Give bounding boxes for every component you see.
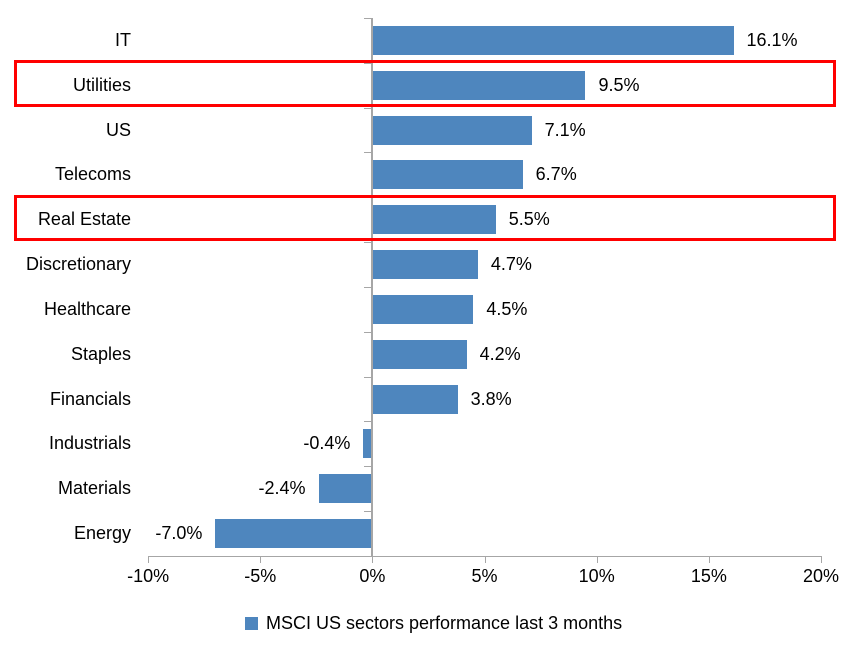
category-tick [364,466,371,468]
x-axis-line [148,556,821,557]
category-label: Healthcare [43,298,131,319]
category-label: Telecoms [54,164,131,185]
x-axis-tick-label: 15% [690,566,727,586]
value-label: 7.1% [544,119,586,140]
legend-swatch-icon [245,617,258,630]
bar [372,294,474,324]
bar [372,160,523,190]
x-axis-tick-label: -10% [127,566,170,586]
category-tick [364,331,371,333]
category-tick [364,242,371,244]
x-axis-tick [260,556,262,563]
x-axis-tick [821,556,822,563]
bar [363,429,373,459]
bar [372,339,467,369]
highlight-box [14,194,836,242]
value-label: -7.0% [155,523,203,544]
value-label: 4.7% [490,254,532,275]
value-label: -2.4% [258,478,306,499]
category-tick [364,421,371,423]
category-tick [364,286,371,288]
legend: MSCI US sectors performance last 3 month… [245,613,622,634]
value-label: 9.5% [598,74,640,95]
category-tick [364,376,371,378]
category-label: Discretionary [25,254,131,275]
bar [318,474,373,504]
category-tick [364,18,371,19]
value-label: 4.2% [479,343,521,364]
category-label: Materials [57,478,131,499]
x-axis-tick-label: 10% [578,566,615,586]
x-axis-tick-label: -5% [244,566,277,586]
category-label: US [105,119,131,140]
x-axis-tick [596,556,598,563]
category-label: Industrials [48,433,131,454]
highlight-box [14,60,836,107]
legend-label: MSCI US sectors performance last 3 month… [266,613,623,633]
bar [372,25,734,55]
y-axis-line [371,18,373,556]
category-tick [364,511,371,513]
x-axis-tick-label: 5% [471,566,498,586]
value-label: 6.7% [535,164,577,185]
category-label: Energy [73,523,131,544]
category-label: Financials [49,388,131,409]
category-label: Utilities [72,74,131,95]
value-label: 3.8% [470,388,512,409]
value-label: -0.4% [303,433,351,454]
value-label: 4.5% [486,298,528,319]
value-label: 5.5% [508,209,550,230]
x-axis-tick-label: 20% [802,566,840,586]
bar [372,384,458,414]
bar [372,205,496,235]
category-tick [364,152,371,154]
bar [215,519,373,549]
x-axis-tick [148,556,150,563]
bar [372,70,586,100]
x-axis-tick [484,556,486,563]
category-label: IT [115,29,131,50]
x-axis-tick [372,556,374,563]
bar [372,115,532,145]
category-label: Staples [70,343,131,364]
x-axis-tick-label: 0% [359,566,386,586]
category-tick [364,107,371,109]
category-label: Real Estate [37,209,131,230]
value-label: 16.1% [746,29,798,50]
bar [372,250,478,280]
x-axis-tick [708,556,710,563]
